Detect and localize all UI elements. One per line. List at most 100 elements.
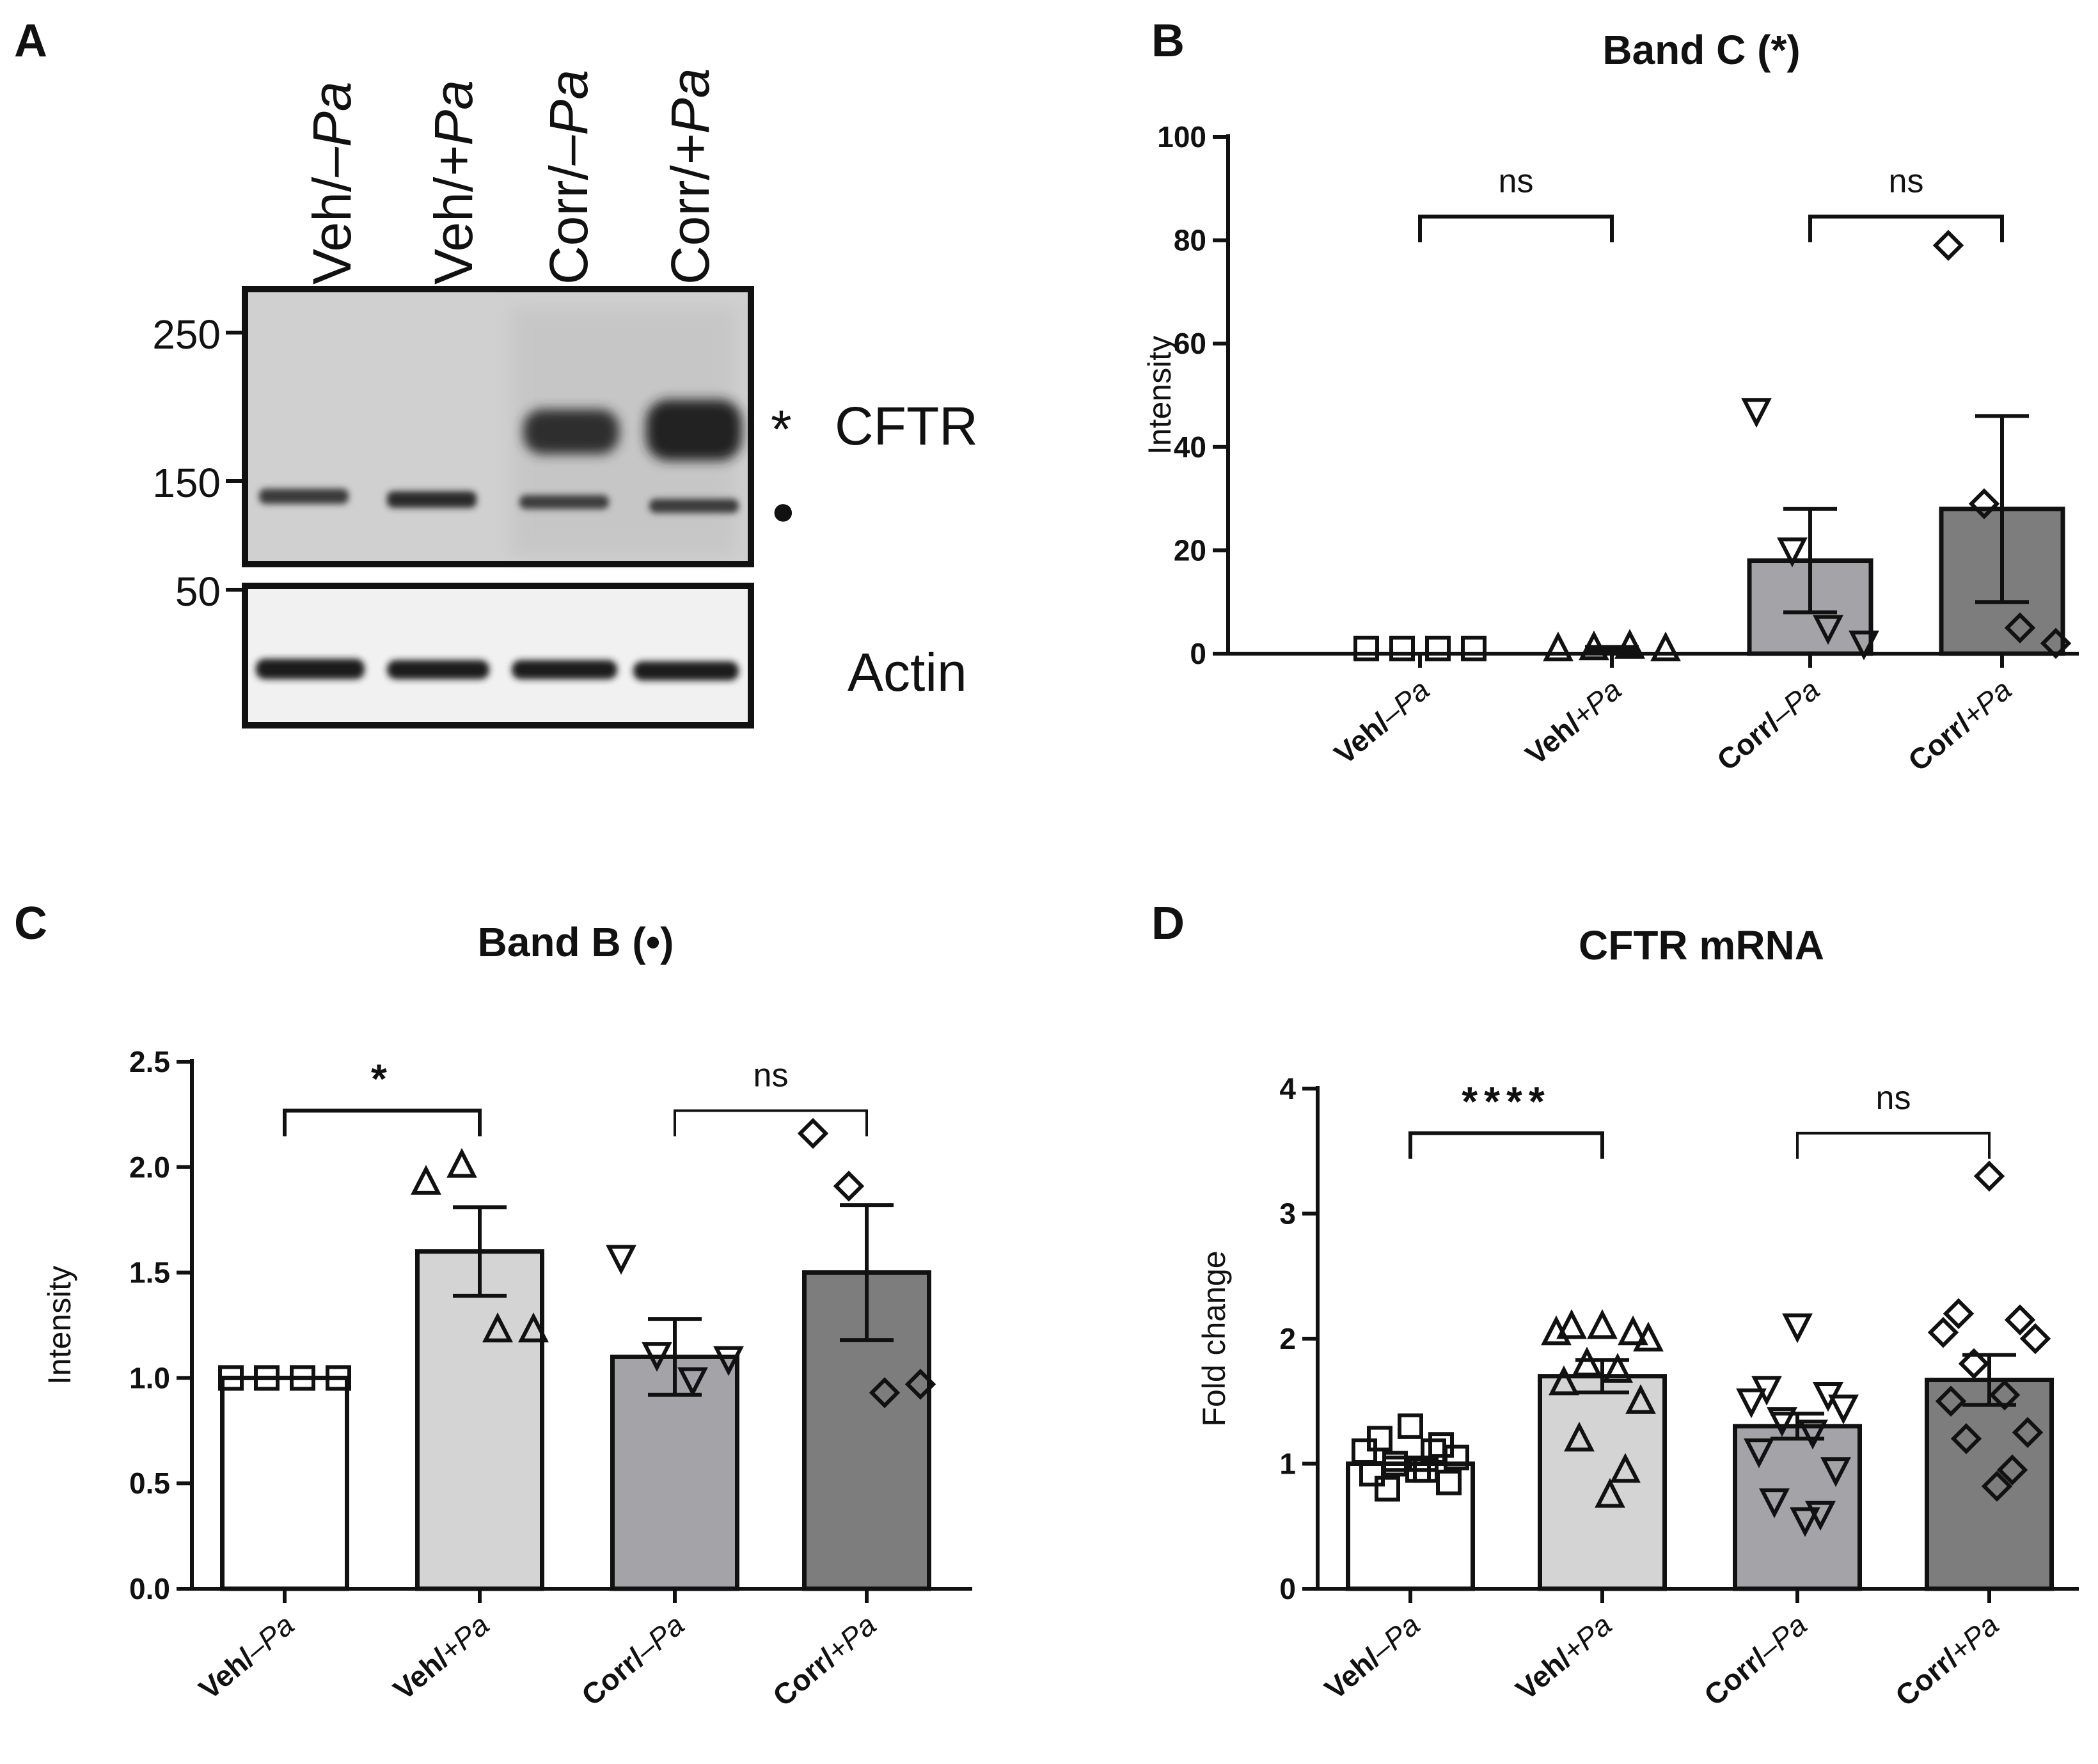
actin-label: Actin	[848, 642, 967, 702]
data-point	[1767, 1407, 1797, 1437]
bar	[1538, 1374, 1667, 1591]
data-point	[1777, 537, 1808, 567]
band-b-veh-minus	[259, 489, 349, 504]
y-axis-label: Intensity	[42, 1266, 77, 1385]
data-point	[446, 1147, 477, 1178]
data-point	[1736, 1388, 1767, 1419]
data-point	[1932, 230, 1964, 261]
x-category-label: Corr/+Pa	[1889, 1608, 2005, 1713]
data-point	[1572, 1346, 1602, 1377]
data-point	[1543, 631, 1574, 661]
data-point	[1398, 1413, 1423, 1439]
data-point	[1790, 1507, 1820, 1538]
panel-letter-c: C	[14, 898, 47, 949]
lane-label-veh-plus: Veh/+Pa	[423, 80, 484, 285]
lane-label-corr-minus: Corr/–Pa	[539, 70, 599, 285]
data-point	[1425, 635, 1451, 661]
data-point	[1618, 1315, 1648, 1346]
data-point	[713, 1346, 744, 1376]
data-point	[1610, 1453, 1641, 1483]
y-tick-label: 20	[1174, 533, 1206, 567]
data-point	[1981, 1470, 2013, 1502]
bar	[220, 1375, 349, 1591]
bar	[415, 1249, 544, 1591]
y-tick-label: 1	[1279, 1447, 1296, 1481]
significance-bracket	[674, 1109, 868, 1137]
significance-label: ns	[1889, 163, 1924, 200]
data-point	[254, 1365, 280, 1391]
chart-title: CFTR mRNA	[1579, 922, 1824, 968]
x-category-label: Corr/+Pa	[766, 1608, 882, 1713]
data-point	[1744, 1438, 1774, 1469]
chart-band-b: Band B (•) Intensity 0.0 0.5 1.0 1.5 2.0 2.5 Veh…	[42, 919, 972, 1713]
actin-band-4	[633, 661, 739, 681]
data-point	[797, 1117, 829, 1149]
data-point	[1813, 615, 1843, 645]
significance-bracket	[1408, 1131, 1604, 1159]
data-point	[1375, 1476, 1400, 1502]
significance-bracket	[1418, 214, 1614, 242]
y-tick-label: 60	[1174, 327, 1206, 360]
y-tick-label: 40	[1174, 430, 1206, 464]
significance-label: *	[371, 1055, 393, 1101]
band-c-corr-plus	[646, 400, 742, 461]
data-point	[290, 1365, 315, 1391]
y-axis-label: Fold change	[1196, 1250, 1232, 1426]
y-tick-label: 3	[1279, 1197, 1296, 1231]
actin-blot-background	[245, 586, 751, 725]
data-point	[677, 1367, 708, 1398]
actin-blot-frame	[242, 583, 754, 728]
data-point	[1625, 1384, 1656, 1414]
x-category-label: Veh/+Pa	[1510, 1608, 1618, 1706]
significance-label: ns	[1876, 1080, 1911, 1117]
chart-title: Band C (*)	[1602, 27, 1800, 73]
data-point	[1602, 1353, 1633, 1383]
y-tick-label: 0	[1190, 637, 1206, 670]
x-category-label: Veh/–Pa	[1318, 1608, 1426, 1706]
band-b-corr-minus	[519, 495, 609, 509]
data-point	[1820, 1457, 1851, 1487]
chart-band-c: Band C (*) Intensity 0 20 40 60 80 100 Veh/–Pa Ve…	[1142, 27, 2079, 778]
data-point	[1782, 1313, 1813, 1344]
data-point	[1541, 1315, 1572, 1346]
y-tick-label: 4	[1279, 1072, 1296, 1105]
y-tick-label: 2.0	[129, 1151, 170, 1184]
lane-label-veh-minus: Veh/–Pa	[302, 81, 362, 285]
data-point	[869, 1377, 901, 1408]
data-point	[1650, 631, 1681, 661]
chart-title: Band B (•)	[478, 919, 674, 965]
y-tick-label: 0.5	[129, 1467, 170, 1500]
data-point	[1958, 1348, 1990, 1380]
data-point	[1614, 629, 1645, 659]
actin-band-3	[512, 660, 617, 679]
band-b-corr-plus	[649, 499, 739, 513]
y-tick-label: 1.0	[129, 1361, 170, 1394]
data-point	[833, 1170, 865, 1202]
band-b-veh-plus	[387, 491, 477, 508]
data-point	[1461, 635, 1487, 661]
data-point	[218, 1365, 244, 1391]
data-point	[326, 1365, 351, 1391]
y-tick-label: 100	[1157, 120, 1206, 154]
panel-letter-d: D	[1151, 898, 1185, 949]
data-point	[2004, 612, 2036, 643]
band-c-marker: *	[771, 399, 792, 459]
mw-label-50: 50	[175, 569, 221, 615]
y-tick-label: 2	[1279, 1322, 1296, 1355]
y-tick-label: 0.0	[129, 1572, 170, 1605]
y-tick-label: 2.5	[129, 1045, 170, 1078]
significance-label: ns	[1499, 163, 1534, 200]
data-point	[1849, 630, 1879, 661]
data-point	[1556, 1309, 1587, 1339]
x-category-label: Corr/–Pa	[1710, 673, 1826, 777]
data-point	[1436, 1469, 1462, 1495]
data-point	[1633, 1321, 1664, 1351]
data-point	[2012, 1417, 2044, 1448]
data-point	[642, 1342, 672, 1372]
actin-band-2	[387, 660, 489, 679]
y-axis-label: Intensity	[1142, 336, 1178, 455]
data-point	[1797, 1419, 1828, 1450]
x-category-label: Corr/–Pa	[575, 1608, 690, 1712]
cftr-label: CFTR	[835, 396, 978, 456]
